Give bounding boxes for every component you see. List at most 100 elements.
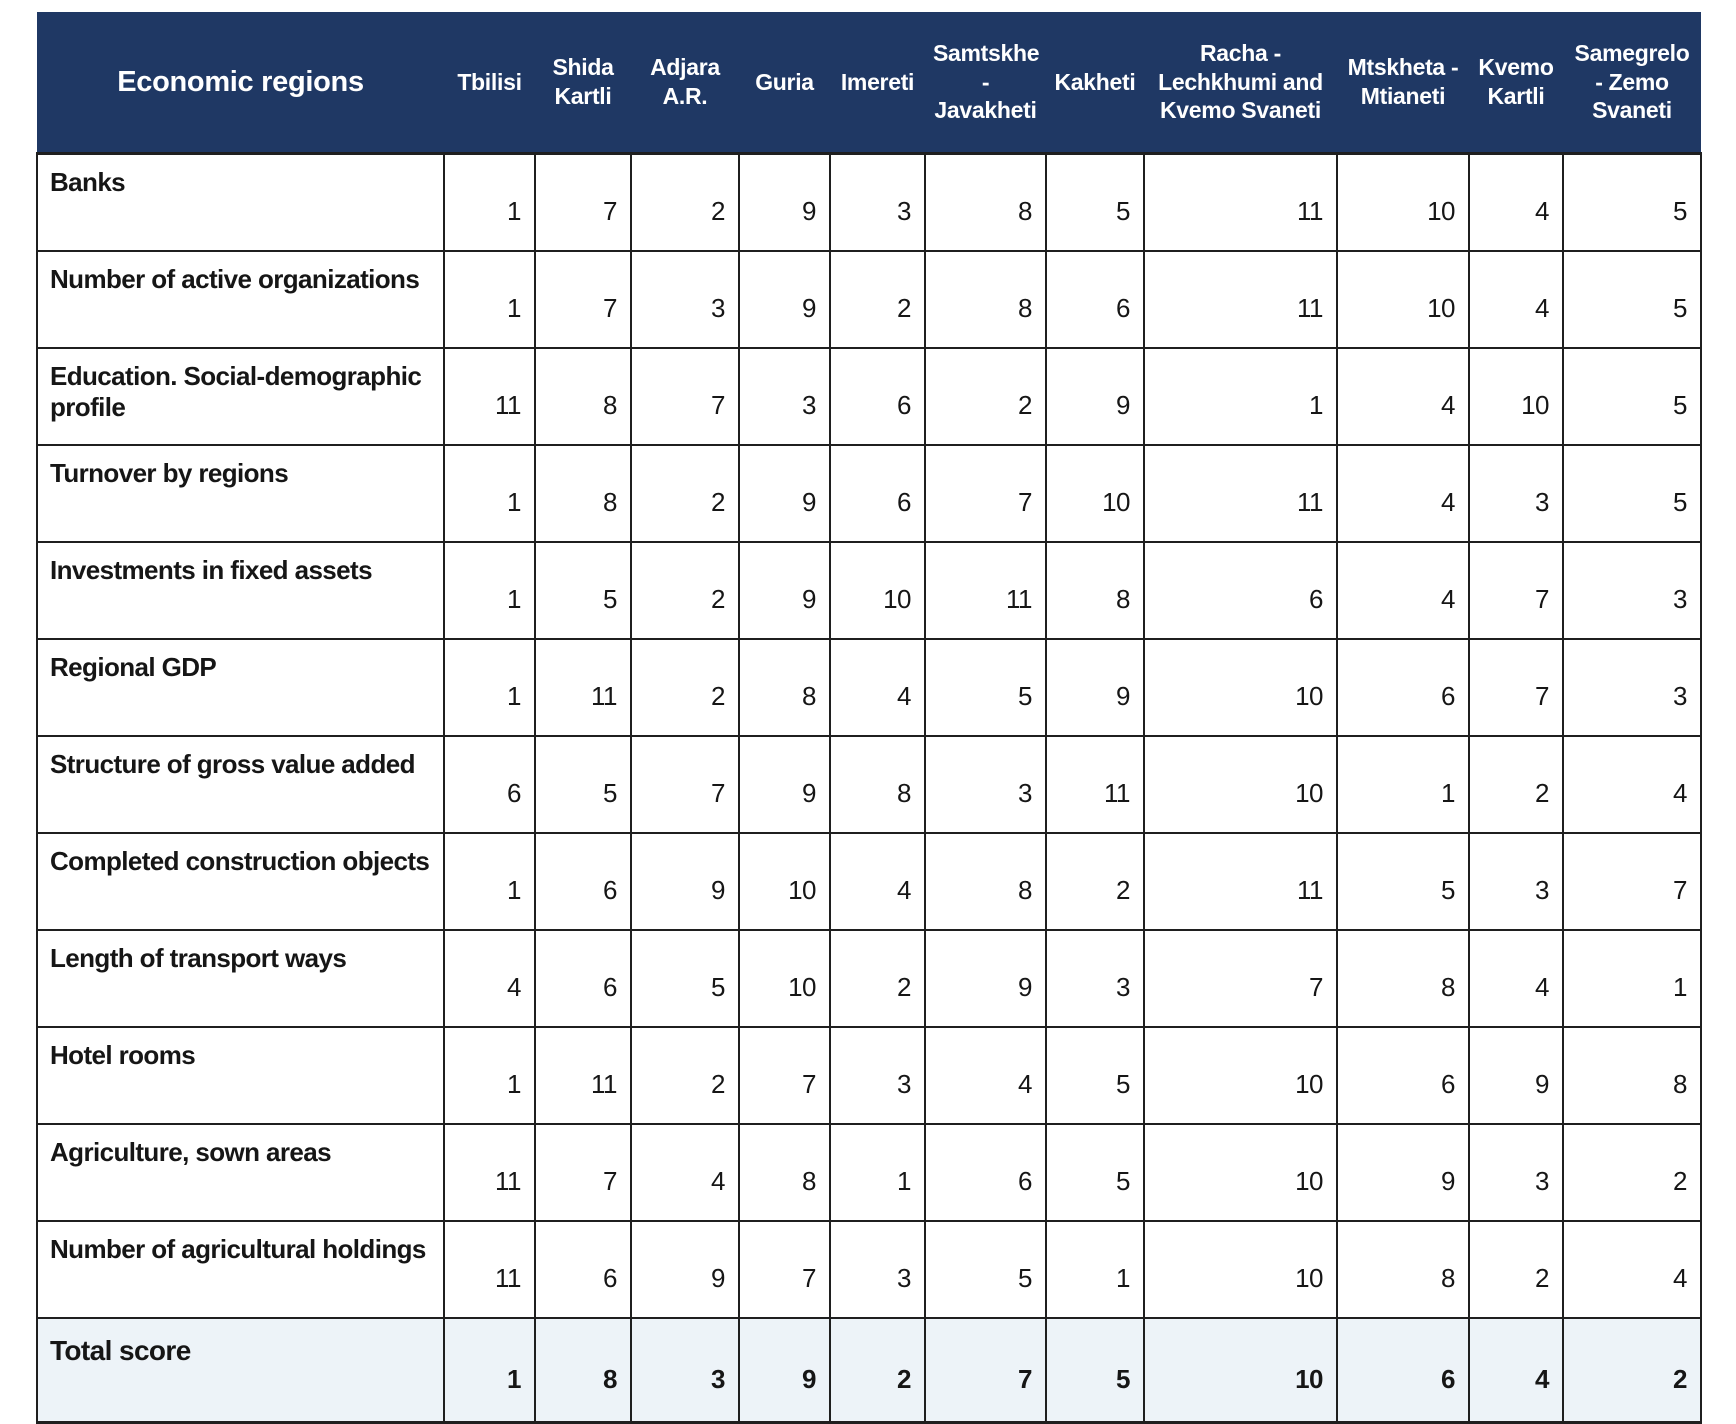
value-cell: 7 <box>534 152 632 252</box>
value-cell: 3 <box>1468 444 1564 543</box>
column-header-region: Samegrelo - Zemo Svaneti <box>1563 12 1701 155</box>
value-cell: 9 <box>738 735 831 834</box>
total-value-cell: 1 <box>443 1317 536 1424</box>
value-cell: 5 <box>534 735 632 834</box>
total-value-cell: 7 <box>924 1317 1047 1424</box>
column-header-region: Tbilisi <box>444 12 535 155</box>
value-cell: 3 <box>829 152 926 252</box>
column-header-region: Kvemo Kartli <box>1469 12 1563 155</box>
value-cell: 9 <box>630 832 740 931</box>
value-cell: 10 <box>1143 1220 1338 1319</box>
value-cell: 4 <box>1336 347 1470 446</box>
economic-regions-table: Economic regions Tbilisi Shida Kartli Adjar… <box>36 12 1702 1424</box>
total-score-row: Total score 1 8 3 9 2 7 5 10 6 4 2 <box>36 1317 1702 1424</box>
value-cell: 8 <box>924 832 1047 931</box>
column-header-region: Racha - Lechkhumi and Kvemo Svaneti <box>1144 12 1337 155</box>
row-label: Turnover by regions <box>36 444 445 543</box>
value-cell: 8 <box>534 444 632 543</box>
value-cell: 2 <box>924 347 1047 446</box>
value-cell: 3 <box>829 1220 926 1319</box>
total-value-cell: 9 <box>738 1317 831 1424</box>
value-cell: 1 <box>1336 735 1470 834</box>
value-cell: 8 <box>738 638 831 737</box>
value-cell: 5 <box>1045 152 1145 252</box>
value-cell: 10 <box>1143 735 1338 834</box>
value-cell: 9 <box>630 1220 740 1319</box>
value-cell: 11 <box>443 1220 536 1319</box>
value-cell: 5 <box>630 929 740 1028</box>
value-cell: 5 <box>1562 444 1702 543</box>
value-cell: 10 <box>1143 1026 1338 1125</box>
value-cell: 6 <box>1336 638 1470 737</box>
column-header-region: Guria <box>739 12 830 155</box>
value-cell: 7 <box>1562 832 1702 931</box>
value-cell: 3 <box>738 347 831 446</box>
table-row: Number of active organizations 1 7 3 9 2 8 6 11 1… <box>36 250 1702 349</box>
table-row: Regional GDP 1 11 2 8 4 5 9 10 6 7 3 <box>36 638 1702 737</box>
value-cell: 4 <box>1336 541 1470 640</box>
value-cell: 6 <box>829 347 926 446</box>
value-cell: 2 <box>630 444 740 543</box>
value-cell: 2 <box>630 638 740 737</box>
value-cell: 11 <box>1143 444 1338 543</box>
value-cell: 6 <box>534 832 632 931</box>
value-cell: 11 <box>924 541 1047 640</box>
total-value-cell: 2 <box>1562 1317 1702 1424</box>
value-cell: 9 <box>1045 638 1145 737</box>
value-cell: 11 <box>1143 152 1338 252</box>
value-cell: 5 <box>1045 1026 1145 1125</box>
table-row: Number of agricultural holdings 11 6 9 7 3 5 1 1… <box>36 1220 1702 1319</box>
value-cell: 6 <box>1045 250 1145 349</box>
value-cell: 2 <box>1045 832 1145 931</box>
value-cell: 3 <box>924 735 1047 834</box>
total-value-cell: 4 <box>1468 1317 1564 1424</box>
value-cell: 10 <box>1468 347 1564 446</box>
value-cell: 6 <box>829 444 926 543</box>
value-cell: 11 <box>443 347 536 446</box>
value-cell: 4 <box>924 1026 1047 1125</box>
value-cell: 9 <box>1045 347 1145 446</box>
value-cell: 3 <box>829 1026 926 1125</box>
table-row: Length of transport ways 4 6 5 10 2 9 3 7 8 4 1 <box>36 929 1702 1028</box>
value-cell: 9 <box>738 152 831 252</box>
value-cell: 4 <box>630 1123 740 1222</box>
row-label: Structure of gross value added <box>36 735 445 834</box>
value-cell: 1 <box>443 250 536 349</box>
total-value-cell: 8 <box>534 1317 632 1424</box>
value-cell: 3 <box>1562 541 1702 640</box>
value-cell: 1 <box>1143 347 1338 446</box>
value-cell: 1 <box>443 638 536 737</box>
row-label: Number of agricultural holdings <box>36 1220 445 1319</box>
value-cell: 11 <box>1045 735 1145 834</box>
row-label: Number of active organizations <box>36 250 445 349</box>
value-cell: 3 <box>630 250 740 349</box>
value-cell: 9 <box>738 541 831 640</box>
value-cell: 8 <box>924 250 1047 349</box>
value-cell: 7 <box>630 735 740 834</box>
value-cell: 7 <box>738 1220 831 1319</box>
table-header-row: Economic regions Tbilisi Shida Kartli Adjar… <box>37 12 1701 155</box>
value-cell: 4 <box>1562 1220 1702 1319</box>
value-cell: 3 <box>1045 929 1145 1028</box>
value-cell: 4 <box>829 638 926 737</box>
value-cell: 9 <box>924 929 1047 1028</box>
column-header-region: Kakheti <box>1046 12 1144 155</box>
value-cell: 6 <box>924 1123 1047 1222</box>
value-cell: 5 <box>1562 152 1702 252</box>
value-cell: 8 <box>1336 929 1470 1028</box>
value-cell: 4 <box>1468 152 1564 252</box>
value-cell: 1 <box>829 1123 926 1222</box>
row-label: Length of transport ways <box>36 929 445 1028</box>
value-cell: 8 <box>1562 1026 1702 1125</box>
value-cell: 2 <box>630 1026 740 1125</box>
value-cell: 5 <box>1045 1123 1145 1222</box>
value-cell: 10 <box>738 832 831 931</box>
value-cell: 2 <box>1468 735 1564 834</box>
table-row: Education. Social-demographic profile 11 8… <box>36 347 1702 446</box>
value-cell: 6 <box>534 1220 632 1319</box>
value-cell: 7 <box>1468 638 1564 737</box>
page: Economic regions Tbilisi Shida Kartli Adjar… <box>36 12 1702 1424</box>
value-cell: 7 <box>1143 929 1338 1028</box>
table-row: Completed construction objects 1 6 9 10 4 8 2 11… <box>36 832 1702 931</box>
value-cell: 7 <box>534 250 632 349</box>
